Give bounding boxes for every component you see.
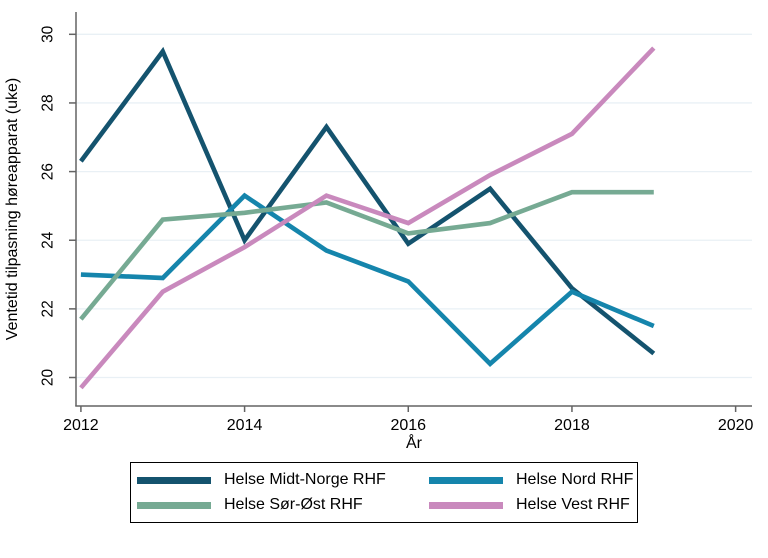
y-tick-label: 26 xyxy=(40,163,57,180)
y-tick-label: 28 xyxy=(40,94,57,111)
legend-label: Helse Midt-Norge RHF xyxy=(224,471,386,488)
series-line-helse-s-r-st-rhf xyxy=(79,189,654,321)
legend-item: Helse Sør-Øst RHF xyxy=(137,497,429,513)
legend-label: Helse Vest RHF xyxy=(516,496,630,513)
y-tick-label: 30 xyxy=(40,25,57,43)
x-axis-title: År xyxy=(406,433,423,452)
x-tick-label: 2016 xyxy=(390,417,426,434)
series-line-helse-nord-rhf xyxy=(80,192,655,367)
y-tick-label: 20 xyxy=(40,369,57,387)
legend-swatch-helse-sor-ost xyxy=(137,501,211,509)
legend-swatch-helse-vest xyxy=(429,501,503,509)
y-tick-label: 22 xyxy=(40,300,57,317)
x-tick-label: 2014 xyxy=(227,417,263,434)
legend-swatch-helse-nord xyxy=(429,476,503,484)
legend-label: Helse Nord RHF xyxy=(516,471,634,488)
legend-item: Helse Nord RHF xyxy=(429,472,633,488)
x-tick-label: 2012 xyxy=(63,417,99,434)
legend-item: Helse Vest RHF xyxy=(429,497,633,513)
series-line-helse-vest-rhf xyxy=(79,46,656,390)
legend-swatch-helse-midt-norge xyxy=(137,476,211,484)
chart-legend: Helse Midt-Norge RHF Helse Nord RHF Hels… xyxy=(130,462,638,523)
y-tick-label: 24 xyxy=(40,231,57,249)
y-axis-title: Ventetid tilpasning høreapparat (uke) xyxy=(4,78,21,340)
legend-label: Helse Sør-Øst RHF xyxy=(224,496,363,513)
series-line-helse-midt-norge-rhf xyxy=(79,46,656,356)
legend-item: Helse Midt-Norge RHF xyxy=(137,472,429,488)
x-tick-label: 2018 xyxy=(554,417,590,434)
line-chart: 20 22 24 26 28 30 2012 2014 2016 2018 2020 Ventetid… xyxy=(4,12,754,452)
x-tick-label: 2020 xyxy=(718,417,754,434)
